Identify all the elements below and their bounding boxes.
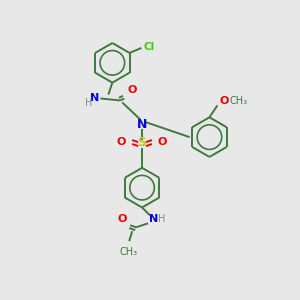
Text: N: N (137, 118, 147, 131)
Text: N: N (90, 94, 99, 103)
Text: Cl: Cl (143, 42, 155, 52)
Text: O: O (219, 97, 229, 106)
Text: O: O (118, 214, 127, 224)
Text: N: N (149, 214, 159, 224)
Text: O: O (128, 85, 137, 94)
Text: H: H (85, 98, 92, 108)
Text: CH₃: CH₃ (119, 247, 137, 257)
Text: O: O (117, 137, 126, 147)
Text: CH₃: CH₃ (229, 97, 248, 106)
Text: S: S (138, 136, 147, 148)
Text: O: O (158, 137, 167, 147)
Text: H: H (158, 214, 166, 224)
